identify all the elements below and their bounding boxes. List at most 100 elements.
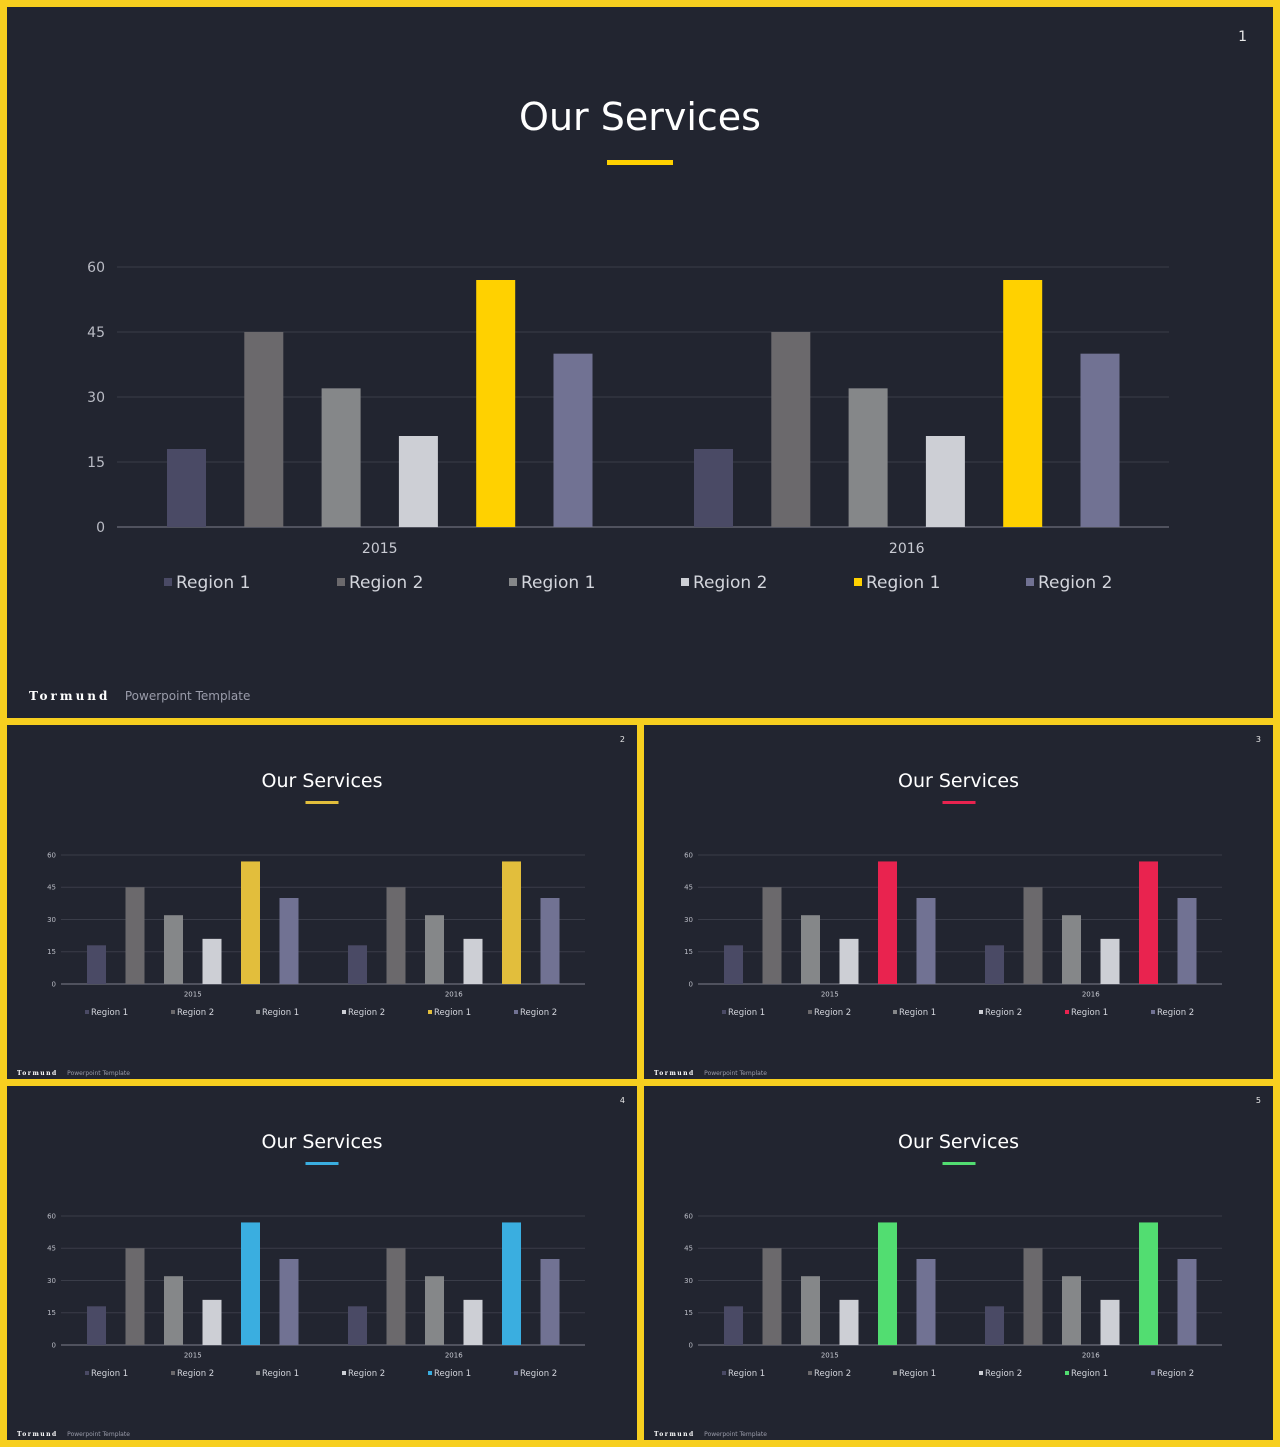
y-tick-label: 45	[684, 1245, 693, 1253]
legend-swatch	[1151, 1371, 1155, 1375]
bar	[916, 898, 936, 984]
bar	[87, 945, 106, 984]
bar	[386, 1248, 406, 1345]
legend-swatch	[342, 1371, 346, 1375]
slide-5[interactable]: 5 Our Services 0 15 30 45 60 2015 2016 Region 1…	[644, 1086, 1273, 1440]
bar	[463, 1299, 483, 1345]
slide-4[interactable]: 4 Our Services 0 15 30 45 60 2015 2016 Region 1…	[7, 1086, 637, 1440]
bar	[694, 449, 733, 527]
slide-1[interactable]: 1 Our Services 0 15 30 45 60 2015 2016 Region 1…	[7, 7, 1273, 718]
legend-swatch	[722, 1371, 726, 1375]
bar	[125, 887, 145, 984]
bar	[1023, 1248, 1043, 1345]
bar	[771, 332, 811, 527]
legend-label: Region 1	[434, 1008, 471, 1018]
y-tick-label: 0	[689, 1341, 693, 1349]
x-tick-label: 2016	[445, 990, 463, 998]
footer: Tormund Powerpoint Template	[17, 1062, 130, 1079]
x-tick-label: 2016	[1082, 990, 1100, 998]
bar	[1139, 861, 1158, 984]
y-tick-label: 60	[47, 851, 56, 859]
title-underline	[942, 1162, 975, 1165]
bar	[425, 1276, 444, 1345]
legend-swatch	[85, 1010, 89, 1014]
legend-swatch	[808, 1010, 812, 1014]
y-tick-label: 60	[684, 851, 693, 859]
legend-label: Region 2	[520, 1369, 557, 1379]
footer-subtitle: Powerpoint Template	[704, 1431, 767, 1438]
bar	[321, 388, 361, 527]
bar	[1100, 938, 1120, 984]
bar	[167, 449, 206, 527]
legend-swatch	[808, 1371, 812, 1375]
legend-label: Region 1	[899, 1369, 936, 1379]
legend-swatch	[1065, 1371, 1069, 1375]
y-tick-label: 60	[47, 1212, 56, 1220]
footer: Tormund Powerpoint Template	[17, 1423, 130, 1440]
legend-label: Region 2	[985, 1369, 1022, 1379]
bar	[164, 1276, 183, 1345]
legend-label: Region 2	[177, 1369, 214, 1379]
bar	[241, 861, 260, 984]
footer-brand: Tormund	[17, 1070, 58, 1077]
legend-swatch	[514, 1371, 518, 1375]
legend-swatch	[342, 1010, 346, 1014]
bar	[1062, 1276, 1081, 1345]
legend-swatch	[164, 578, 172, 586]
bar	[724, 945, 743, 984]
legend-label: Region 1	[91, 1369, 128, 1379]
bar	[202, 938, 222, 984]
x-tick-label: 2015	[821, 990, 839, 998]
bar	[553, 353, 593, 527]
bar	[985, 945, 1004, 984]
legend-label: Region 1	[262, 1008, 299, 1018]
y-tick-label: 60	[87, 260, 105, 276]
slide-title: Our Services	[898, 770, 1019, 792]
y-tick-label: 0	[96, 520, 105, 536]
y-tick-label: 15	[47, 948, 56, 956]
x-tick-label: 2016	[445, 1351, 463, 1359]
slide-title: Our Services	[898, 1131, 1019, 1153]
bar	[241, 1222, 260, 1345]
bar	[398, 436, 438, 527]
slide-title: Our Services	[261, 770, 383, 792]
legend-swatch	[1026, 578, 1034, 586]
y-tick-label: 45	[47, 884, 56, 892]
legend-label: Region 2	[814, 1008, 851, 1018]
bar	[839, 1299, 859, 1345]
legend-label: Region 1	[262, 1369, 299, 1379]
y-tick-label: 45	[684, 884, 693, 892]
bar-chart: 0 15 30 45 60 2015 2016 Region 1 Region 2 Region …	[47, 1212, 585, 1379]
legend-label: Region 2	[1157, 1008, 1194, 1018]
legend-swatch	[893, 1371, 897, 1375]
slide-number: 1	[1238, 29, 1247, 45]
legend-swatch	[337, 578, 345, 586]
legend-swatch	[171, 1010, 175, 1014]
x-tick-label: 2015	[184, 990, 202, 998]
legend-label: Region 2	[693, 573, 767, 593]
bar	[1023, 887, 1043, 984]
y-tick-label: 0	[52, 1341, 56, 1349]
y-tick-label: 15	[47, 1309, 56, 1317]
footer: Tormund Powerpoint Template	[29, 687, 250, 705]
bar-chart: 0 15 30 45 60 2015 2016 Region 1 Region 2 Region …	[684, 1212, 1222, 1379]
legend-label: Region 2	[348, 1369, 385, 1379]
bar	[502, 1222, 521, 1345]
slide-number: 3	[1255, 735, 1261, 744]
legend-swatch	[979, 1371, 983, 1375]
slide-number: 5	[1255, 1096, 1261, 1105]
legend-swatch	[256, 1371, 260, 1375]
y-tick-label: 30	[684, 1277, 693, 1285]
bar	[279, 1259, 299, 1345]
y-tick-label: 0	[689, 980, 693, 988]
y-tick-label: 60	[684, 1212, 693, 1220]
bar	[463, 938, 483, 984]
slide-3[interactable]: 3 Our Services 0 15 30 45 60 2015 2016 Region 1…	[644, 725, 1273, 1079]
legend-swatch	[1065, 1010, 1069, 1014]
slide-2[interactable]: 2 Our Services 0 15 30 45 60 2015 2016 Region 1…	[7, 725, 637, 1079]
bar	[348, 945, 367, 984]
x-tick-label: 2015	[821, 1351, 839, 1359]
bar	[839, 938, 859, 984]
bar	[164, 915, 183, 984]
legend-label: Region 1	[176, 573, 250, 593]
